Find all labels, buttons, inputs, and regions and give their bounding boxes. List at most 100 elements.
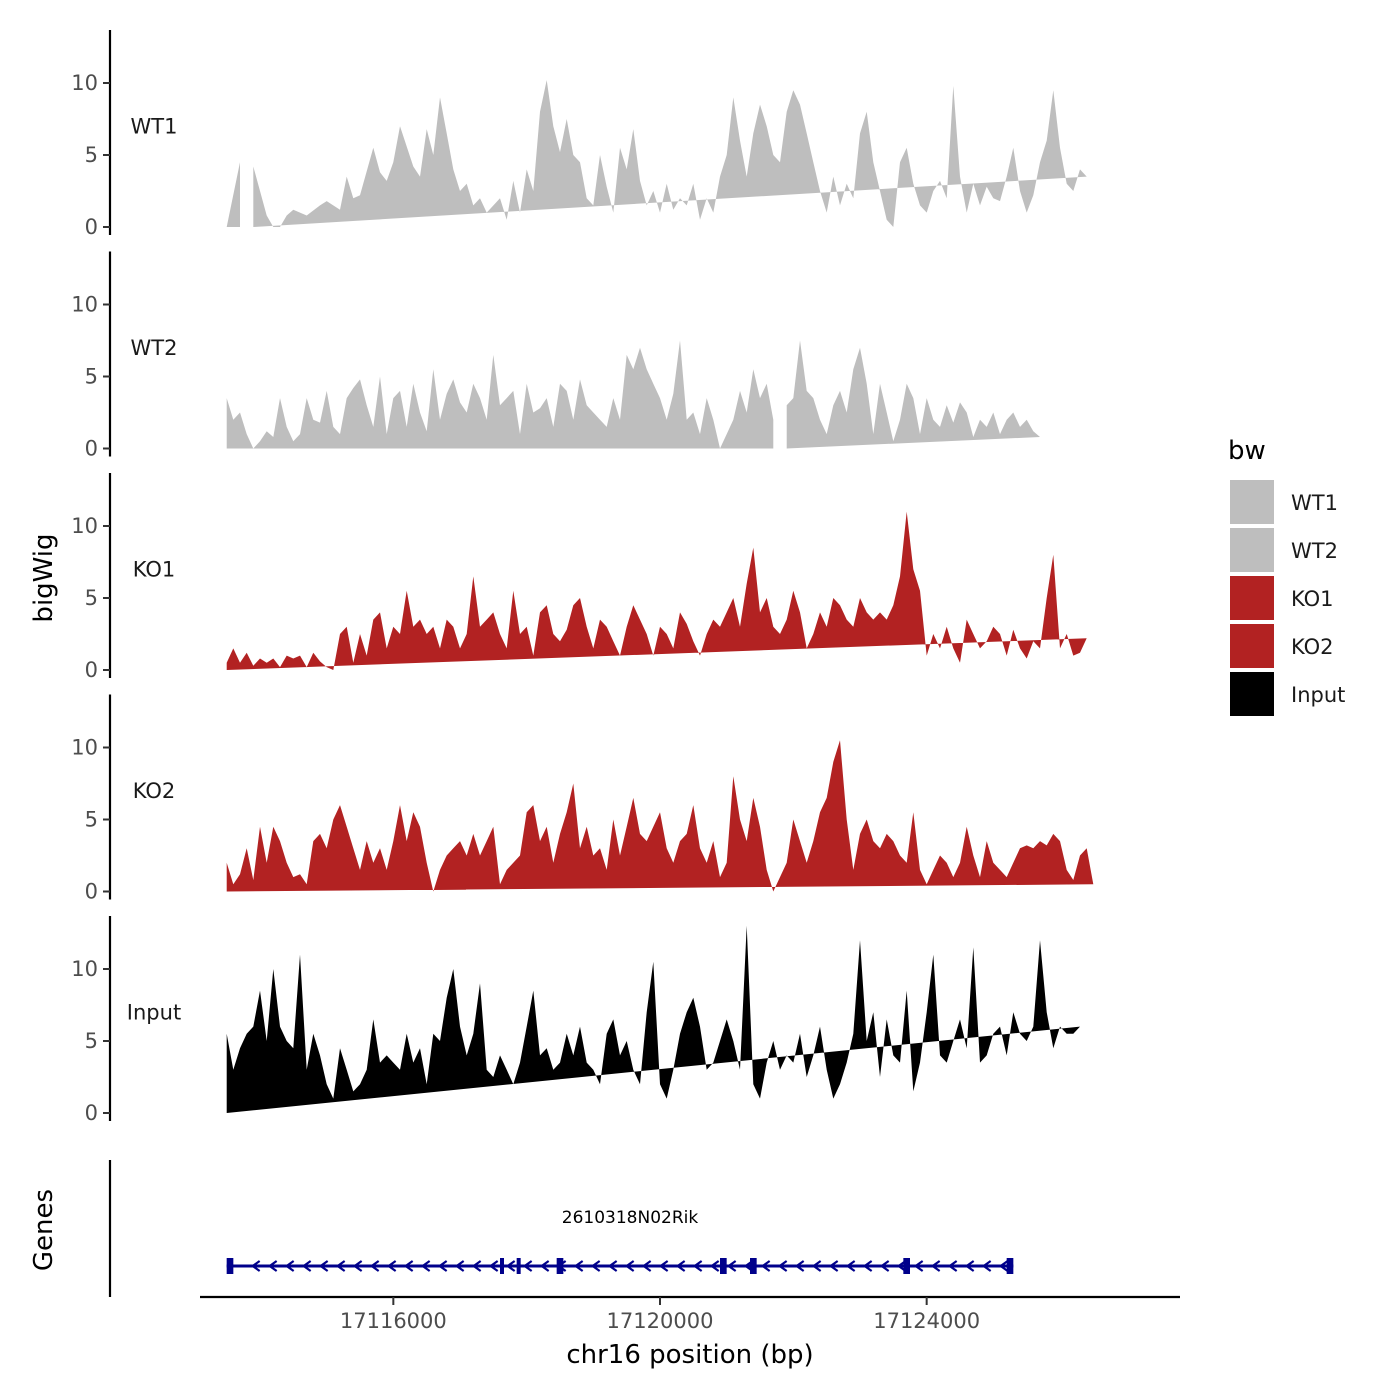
x-tick-label: 17120000 <box>607 1309 714 1333</box>
strand-arrow <box>930 1260 941 1272</box>
strand-arrow <box>522 1260 533 1272</box>
y-tick-label: 5 <box>85 365 98 389</box>
track-ko2: 0 5 10 KO2 <box>71 694 1094 904</box>
gene-exon <box>556 1258 564 1274</box>
track-wt2: 0 5 10 WT2 <box>71 251 1040 461</box>
strand-arrow <box>709 1260 720 1272</box>
strand-arrow <box>726 1260 737 1272</box>
strand-arrow <box>777 1260 788 1272</box>
gene-exon <box>226 1258 234 1274</box>
strand-arrow <box>760 1260 771 1272</box>
track-input: 0 5 10 Input <box>71 916 1080 1125</box>
genes-panel: 2610318N02Rik <box>108 1160 1014 1297</box>
track-label: WT2 <box>131 336 178 360</box>
signal-area-wt2 <box>786 340 1040 449</box>
strand-arrow <box>488 1260 499 1272</box>
strand-arrow <box>471 1260 482 1272</box>
bigwig-tracks: 0 5 10 WT1 0 5 10 WT2 0 5 10 KO1 0 5 10 KO2 0 5 10 Input <box>71 30 1094 1125</box>
strand-arrow <box>981 1260 992 1272</box>
strand-arrow <box>862 1260 873 1272</box>
y-tick-label: 10 <box>71 736 98 760</box>
strand-arrow <box>420 1260 431 1272</box>
legend-title: bw <box>1228 436 1266 466</box>
gene-name-label: 2610318N02Rik <box>562 1208 699 1228</box>
x-axis-title: chr16 position (bp) <box>566 1340 813 1370</box>
strand-arrow <box>675 1260 686 1272</box>
y-tick-label: 0 <box>85 1101 98 1125</box>
track-label: KO1 <box>133 557 176 581</box>
strand-arrow <box>692 1260 703 1272</box>
strand-arrow <box>250 1260 261 1272</box>
gene-exon <box>750 1258 757 1274</box>
legend-swatch-ko2 <box>1230 624 1274 668</box>
track-label: KO2 <box>133 779 176 803</box>
strand-arrow <box>607 1260 618 1272</box>
y-tick-label: 10 <box>71 293 98 317</box>
y-tick-label: 0 <box>85 437 98 461</box>
y-tick-label: 10 <box>71 71 98 95</box>
x-tick-label: 17116000 <box>340 1309 447 1333</box>
legend-swatch-input <box>1230 672 1274 716</box>
x-tick-label: 17124000 <box>873 1309 980 1333</box>
strand-arrow <box>318 1260 329 1272</box>
strand-arrow <box>267 1260 278 1272</box>
y-tick-label: 0 <box>85 215 98 239</box>
gene-exon <box>720 1258 727 1274</box>
legend-label: WT2 <box>1291 539 1338 563</box>
signal-area-wt2 <box>226 340 774 449</box>
legend-label: WT1 <box>1291 491 1338 515</box>
signal-area-ko2 <box>226 740 1094 892</box>
legend-swatch-ko1 <box>1230 576 1274 620</box>
strand-arrow <box>386 1260 397 1272</box>
strand-arrow <box>811 1260 822 1272</box>
gene-exon <box>1006 1258 1014 1274</box>
strand-arrow <box>964 1260 975 1272</box>
strand-arrow <box>505 1260 516 1272</box>
strand-arrow <box>641 1260 652 1272</box>
strand-arrow <box>947 1260 958 1272</box>
y-tick-label: 10 <box>71 514 98 538</box>
y-tick-label: 5 <box>85 808 98 832</box>
strand-arrow <box>369 1260 380 1272</box>
strand-arrow <box>658 1260 669 1272</box>
gene-exon <box>903 1258 910 1274</box>
strand-arrow <box>794 1260 805 1272</box>
y-tick-label: 5 <box>85 586 98 610</box>
strand-arrow <box>998 1260 1009 1272</box>
strand-arrow <box>913 1260 924 1272</box>
strand-arrow <box>879 1260 890 1272</box>
signal-area-wt1 <box>226 162 240 227</box>
strand-arrow <box>624 1260 635 1272</box>
y-tick-label: 0 <box>85 658 98 682</box>
signal-area-wt1 <box>253 80 1087 227</box>
strand-arrow <box>437 1260 448 1272</box>
strand-arrow <box>352 1260 363 1272</box>
strand-arrow <box>403 1260 414 1272</box>
strand-arrow <box>828 1260 839 1272</box>
y-tick-label: 5 <box>85 143 98 167</box>
strand-arrow <box>573 1260 584 1272</box>
legend: bw WT1 WT2 KO1 KO2 Input <box>1228 436 1345 716</box>
strand-arrow <box>539 1260 550 1272</box>
track-ko1: 0 5 10 KO1 <box>71 473 1087 682</box>
strand-arrow <box>301 1260 312 1272</box>
y-tick-label: 5 <box>85 1029 98 1053</box>
y-tick-label: 10 <box>71 957 98 981</box>
genes-axis-title: Genes <box>29 1189 59 1271</box>
legend-label: KO2 <box>1291 635 1334 659</box>
strand-arrow <box>284 1260 295 1272</box>
strand-arrow <box>454 1260 465 1272</box>
x-axis: 17116000 17120000 17124000 <box>200 1295 1180 1333</box>
legend-swatch-wt1 <box>1230 480 1274 524</box>
signal-area-ko1 <box>226 511 1087 670</box>
track-wt1: 0 5 10 WT1 <box>71 30 1087 239</box>
strand-arrow <box>590 1260 601 1272</box>
track-label: WT1 <box>131 114 178 138</box>
y-axis-title: bigWig <box>29 533 59 622</box>
strand-arrow <box>335 1260 346 1272</box>
gene-exon <box>516 1258 521 1274</box>
legend-label: KO1 <box>1291 587 1334 611</box>
legend-swatch-wt2 <box>1230 528 1274 572</box>
y-tick-label: 0 <box>85 880 98 904</box>
